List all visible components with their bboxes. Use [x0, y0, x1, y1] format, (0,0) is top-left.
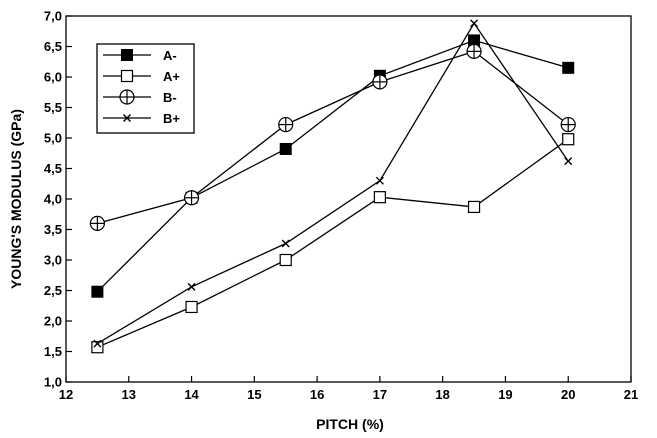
data-point	[89, 215, 105, 231]
data-point	[564, 157, 573, 166]
y-tick-label: 3,5	[44, 222, 62, 237]
legend-label: A-	[163, 48, 177, 63]
y-tick-label: 5,0	[44, 131, 62, 146]
series-Aplus	[91, 133, 575, 354]
legend-label: B-	[163, 90, 177, 105]
x-tick-label: 17	[373, 387, 387, 402]
x-tick-label: 12	[59, 387, 73, 402]
y-tick-label: 2,5	[44, 283, 62, 298]
data-point	[279, 142, 292, 155]
x-tick-label: 14	[184, 387, 199, 402]
data-point	[375, 176, 384, 185]
open-square-marker	[120, 69, 134, 83]
data-point	[279, 253, 292, 267]
legend-entry: B+	[103, 111, 180, 126]
x-marker-stroke	[470, 19, 479, 28]
legend-entry: A+	[103, 69, 180, 84]
data-point	[467, 200, 481, 214]
data-point	[183, 190, 200, 206]
y-tick-label: 4,5	[44, 161, 62, 176]
open-square-marker	[279, 253, 292, 267]
open-square-marker	[562, 133, 575, 146]
x-axis-title: PITCH (%)	[316, 416, 384, 432]
series-line	[97, 22, 569, 345]
filled-square-marker	[91, 285, 104, 298]
data-point	[281, 239, 290, 248]
legend: A- A+ B- B+	[96, 43, 195, 134]
y-tick-label: 7,0	[44, 9, 62, 24]
x-tick-label: 15	[247, 387, 261, 402]
legend-entry: B-	[103, 89, 177, 105]
y-tick-label: 5,5	[44, 100, 62, 115]
data-point	[373, 191, 386, 204]
legend-label: B+	[163, 111, 180, 126]
legend-entry: A-	[103, 48, 177, 63]
data-point	[470, 19, 479, 28]
data-point	[120, 69, 134, 83]
filled-square-marker	[121, 49, 133, 61]
x-tick-label: 13	[122, 387, 136, 402]
x-marker-stroke	[123, 114, 131, 122]
x-marker-stroke	[281, 239, 290, 248]
filled-square-marker	[562, 61, 575, 74]
data-point	[562, 61, 575, 74]
data-point	[278, 116, 294, 133]
data-point	[187, 282, 196, 291]
series-line	[97, 138, 569, 348]
x-marker-stroke	[564, 157, 573, 166]
open-square-marker	[373, 191, 386, 204]
data-point	[372, 74, 388, 90]
filled-square-marker	[279, 142, 292, 155]
series-line	[97, 50, 569, 225]
y-tick-label: 2,0	[44, 314, 62, 329]
open-square-marker	[91, 341, 104, 354]
data-point	[121, 49, 133, 61]
open-square-marker	[467, 200, 481, 214]
data-point	[93, 339, 102, 348]
data-point	[119, 89, 135, 105]
series-Bplus	[93, 19, 573, 348]
data-point	[185, 300, 198, 314]
x-marker-stroke	[93, 339, 102, 348]
y-tick-label: 4,0	[44, 192, 62, 207]
legend-label: A+	[163, 69, 180, 84]
x-marker-stroke	[187, 282, 196, 291]
series-layer	[89, 19, 576, 354]
series-line	[96, 39, 569, 293]
x-axis: 12 13 14 15 16 17 18 19 20 21	[59, 376, 638, 402]
y-tick-label: 3,0	[44, 253, 62, 268]
y-axis: 1,0 1,5 2,0 2,5 3,0 3,5 4,0 4,5 5,0 5,5 6,0 6,5 7,0	[44, 9, 72, 390]
data-point	[560, 116, 576, 133]
x-marker-stroke	[375, 176, 384, 185]
x-tick-label: 21	[624, 387, 638, 402]
data-point	[123, 114, 131, 122]
y-axis-title: YOUNG'S MODULUS (GPa)	[8, 109, 24, 289]
y-tick-label: 1,5	[44, 344, 62, 359]
y-tick-label: 1,0	[44, 375, 62, 390]
x-tick-label: 16	[310, 387, 324, 402]
series-Bminus	[89, 43, 576, 231]
open-square-marker	[185, 300, 198, 314]
x-tick-label: 19	[498, 387, 512, 402]
data-point	[562, 133, 575, 146]
y-tick-label: 6,0	[44, 70, 62, 85]
data-point	[466, 43, 482, 59]
x-tick-label: 20	[561, 387, 575, 402]
x-tick-label: 18	[435, 387, 449, 402]
y-tick-label: 6,5	[44, 39, 62, 54]
data-point	[91, 285, 104, 298]
data-point	[91, 341, 104, 354]
